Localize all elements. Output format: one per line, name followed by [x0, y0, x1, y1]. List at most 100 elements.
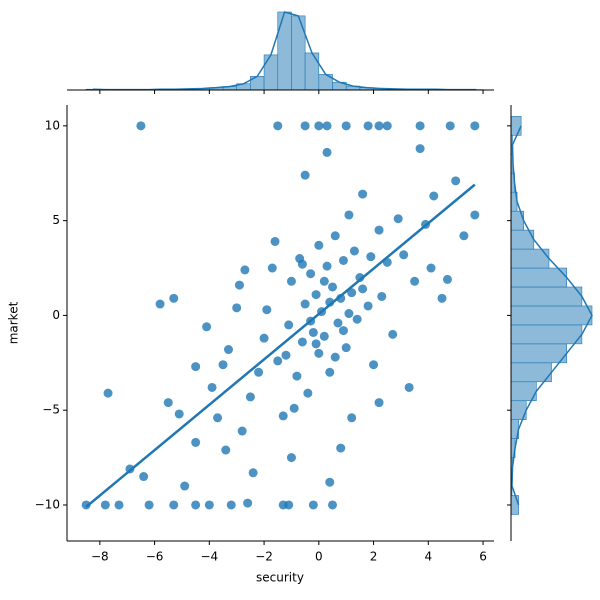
- hist-bar: [510, 267, 567, 288]
- kde-line: [511, 125, 593, 506]
- point: [459, 231, 469, 241]
- hist-bar: [277, 11, 292, 91]
- point: [377, 291, 387, 301]
- kde-line: [92, 11, 477, 91]
- point: [410, 276, 420, 286]
- y-tick-label: −10: [35, 497, 60, 511]
- point: [366, 252, 376, 262]
- point: [262, 305, 272, 315]
- point: [325, 367, 335, 377]
- point: [303, 388, 313, 398]
- point: [221, 445, 231, 455]
- point: [319, 276, 329, 286]
- x-tick-label: −8: [91, 550, 109, 564]
- point: [437, 293, 447, 303]
- point: [136, 121, 146, 131]
- y-tick-label: −5: [42, 403, 60, 417]
- hist-bar: [263, 54, 279, 91]
- point: [273, 121, 283, 131]
- x-axis-label: security: [256, 571, 304, 585]
- x-tick-label: −6: [146, 550, 164, 564]
- point: [415, 144, 425, 154]
- point: [169, 500, 179, 510]
- point: [388, 329, 398, 339]
- point: [358, 189, 368, 199]
- point: [399, 250, 409, 260]
- point: [363, 121, 373, 131]
- point: [374, 121, 384, 131]
- point: [191, 500, 201, 510]
- hist-bar: [510, 305, 593, 326]
- point: [308, 500, 318, 510]
- point: [103, 388, 113, 398]
- point: [306, 269, 316, 279]
- point: [191, 437, 201, 447]
- point: [286, 276, 296, 286]
- point: [363, 301, 373, 311]
- point: [234, 280, 244, 290]
- point: [328, 282, 338, 292]
- point: [319, 331, 329, 341]
- point: [314, 348, 324, 358]
- point: [114, 500, 124, 510]
- point: [393, 214, 403, 224]
- point: [404, 382, 414, 392]
- point: [300, 121, 310, 131]
- point: [204, 500, 214, 510]
- point: [297, 259, 307, 269]
- point: [139, 472, 149, 482]
- hist-bar: [304, 52, 320, 91]
- point: [240, 265, 250, 275]
- point: [289, 403, 299, 413]
- x-tick-label: 6: [479, 550, 487, 564]
- point: [470, 210, 480, 220]
- point: [349, 246, 359, 256]
- point: [284, 320, 294, 330]
- point: [202, 322, 212, 332]
- point: [213, 413, 223, 423]
- point: [426, 263, 436, 273]
- point: [347, 288, 357, 298]
- point: [322, 261, 332, 271]
- x-tick-label: 0: [315, 550, 323, 564]
- point: [325, 477, 335, 487]
- point: [338, 255, 348, 265]
- point: [328, 500, 338, 510]
- point: [248, 468, 258, 478]
- point: [174, 409, 184, 419]
- point: [300, 170, 310, 180]
- point: [333, 318, 343, 328]
- point: [330, 231, 340, 241]
- point: [429, 191, 439, 201]
- point: [300, 299, 310, 309]
- point: [218, 360, 228, 370]
- hist-bar: [510, 286, 583, 307]
- point: [344, 309, 354, 319]
- point: [330, 352, 340, 362]
- point: [451, 176, 461, 186]
- x-tick-label: 4: [424, 550, 432, 564]
- point: [286, 453, 296, 463]
- point: [369, 360, 379, 370]
- hist-bar: [510, 343, 567, 364]
- point: [267, 263, 277, 273]
- point: [281, 350, 291, 360]
- point: [245, 392, 255, 402]
- point: [254, 367, 264, 377]
- point: [308, 327, 318, 337]
- y-axis-label: market: [7, 301, 21, 344]
- point: [191, 362, 201, 372]
- point: [297, 337, 307, 347]
- point: [336, 443, 346, 453]
- point: [226, 500, 236, 510]
- hist-bar: [510, 116, 522, 136]
- point: [355, 273, 365, 283]
- point: [273, 356, 283, 366]
- point: [284, 500, 294, 510]
- point: [163, 398, 173, 408]
- y-tick-label: 10: [45, 118, 60, 132]
- point: [344, 210, 354, 220]
- point: [314, 121, 324, 131]
- point: [144, 500, 154, 510]
